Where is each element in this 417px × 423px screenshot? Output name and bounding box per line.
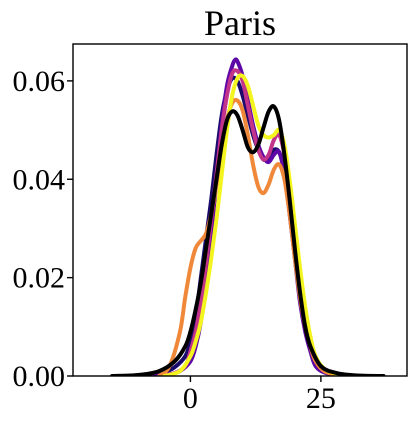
density-line-1	[125, 75, 370, 376]
density-line-5	[162, 73, 349, 376]
density-line-2	[151, 57, 349, 376]
chart-title: Paris	[204, 3, 276, 43]
y-tick-label: 0.00	[13, 360, 66, 393]
x-axis-ticks: 0 25	[183, 376, 336, 415]
y-tick-label: 0.04	[13, 163, 66, 196]
x-tick-label: 25	[306, 382, 336, 415]
plot-lines	[110, 57, 386, 376]
density-line-6	[110, 104, 386, 376]
y-tick-label: 0.02	[13, 262, 66, 295]
y-axis-ticks: 0.00 0.02 0.04 0.06	[13, 65, 73, 393]
y-tick-label: 0.06	[13, 65, 66, 98]
x-tick-label: 0	[183, 382, 198, 415]
plot-frame	[72, 43, 408, 377]
